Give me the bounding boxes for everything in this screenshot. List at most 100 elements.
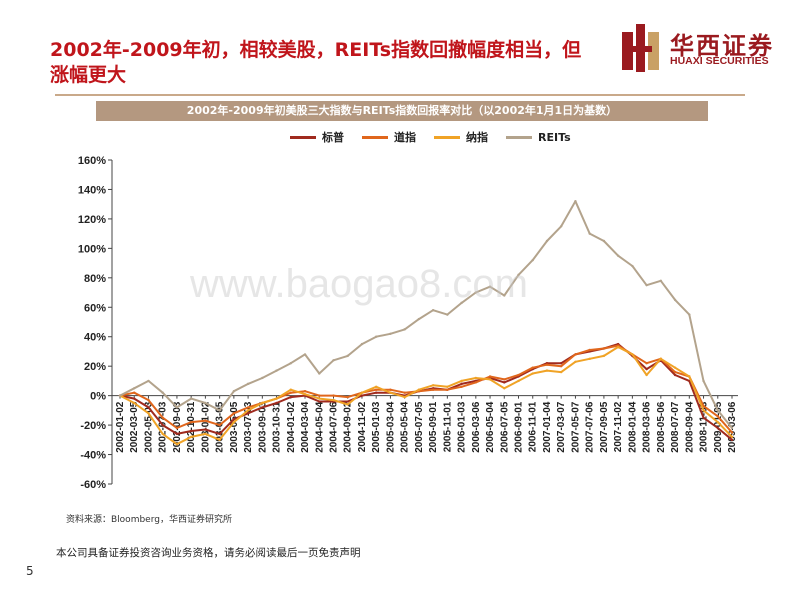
x-tick-label: 2003-09-03: [257, 401, 268, 453]
data-point: [389, 332, 392, 335]
data-point: [531, 372, 534, 375]
data-point: [417, 317, 421, 321]
data-point: [161, 416, 164, 419]
data-point: [645, 367, 648, 371]
legend-label-reits: REITs: [538, 130, 571, 144]
y-tick-label: 140%: [78, 184, 106, 196]
data-point: [275, 369, 278, 372]
data-point: [332, 359, 335, 362]
legend-label-nasdaq: 纳指: [466, 131, 488, 144]
data-point: [574, 200, 577, 203]
data-point: [659, 357, 663, 361]
data-point: [303, 392, 307, 396]
x-tick-label: 2005-11-01: [442, 401, 453, 452]
data-point: [346, 395, 349, 399]
series-2: [118, 345, 734, 446]
y-tick-label: 40%: [84, 332, 106, 344]
data-point: [431, 384, 435, 387]
data-point: [716, 426, 719, 430]
data-point: [730, 435, 734, 439]
x-tick-label: 2003-05-05: [229, 401, 240, 453]
title-rule: [55, 94, 745, 96]
data-point: [474, 381, 478, 384]
data-point: [446, 385, 449, 388]
x-tick-label: 2008-11-03: [699, 401, 710, 452]
data-point: [175, 406, 179, 409]
legend-item-sp500: 标普: [290, 129, 344, 145]
data-point: [261, 401, 264, 405]
legend-label-sp500: 标普: [322, 131, 344, 144]
data-point: [688, 375, 691, 378]
x-tick-label: 2003-10-31: [272, 401, 283, 453]
y-tick-label: -60%: [80, 479, 106, 491]
data-point: [204, 401, 207, 405]
data-point: [673, 373, 677, 377]
y-tick-label: 100%: [78, 243, 106, 255]
x-tick-label: 2002-10-31: [186, 401, 197, 453]
x-tick-label: 2004-03-04: [300, 401, 311, 453]
series-line: [119, 346, 733, 446]
data-point: [133, 397, 136, 400]
data-point: [503, 381, 506, 384]
data-point: [261, 406, 264, 409]
data-point: [702, 379, 705, 383]
data-point: [716, 409, 719, 412]
data-point: [232, 412, 236, 415]
data-point: [189, 435, 193, 439]
x-tick-label: 2006-05-04: [485, 401, 496, 453]
data-point: [133, 401, 136, 405]
x-tick-label: 2008-03-06: [642, 401, 653, 453]
data-point: [389, 388, 392, 391]
x-tick-label: 2004-11-02: [357, 401, 368, 452]
data-point: [232, 418, 236, 421]
x-tick-label: 2004-07-06: [328, 401, 339, 453]
x-tick-label: 2003-01-02: [200, 401, 211, 453]
data-point: [545, 363, 549, 366]
x-tick-label: 2002-05-03: [143, 401, 154, 453]
legend-item-reits: REITs: [506, 131, 571, 144]
data-point: [673, 366, 677, 369]
x-tick-label: 2004-09-02: [343, 401, 354, 453]
data-point: [218, 438, 221, 442]
data-point: [673, 298, 677, 302]
data-point: [147, 398, 150, 402]
data-point: [118, 394, 122, 397]
data-point: [488, 285, 492, 288]
data-point: [246, 409, 250, 412]
data-point: [332, 398, 335, 402]
data-point: [474, 376, 478, 380]
data-point: [730, 438, 734, 442]
data-point: [204, 428, 207, 431]
y-tick-label: 120%: [78, 214, 106, 226]
data-point: [374, 388, 378, 391]
data-point: [659, 279, 663, 282]
data-point: [460, 301, 463, 305]
logo-text-cn: 华西证券: [670, 32, 774, 60]
data-point: [716, 415, 719, 418]
data-point: [332, 394, 335, 397]
data-point: [417, 388, 421, 391]
data-point: [318, 372, 321, 375]
data-point: [616, 254, 620, 257]
data-point: [275, 401, 278, 405]
x-tick-label: 2005-07-05: [414, 401, 425, 453]
data-point: [374, 391, 378, 394]
data-point: [175, 432, 179, 436]
data-point: [616, 345, 620, 349]
data-point: [346, 354, 349, 358]
x-tick-label: 2008-01-04: [627, 401, 638, 453]
logo-text-en: HUAXI SECURITIES: [670, 55, 769, 67]
data-point: [431, 388, 435, 391]
legend-swatch-nasdaq: [434, 135, 460, 139]
data-point: [374, 335, 378, 338]
data-point: [560, 364, 563, 368]
legend-item-nasdaq: 纳指: [434, 129, 488, 145]
data-point: [688, 313, 691, 316]
chart-title: 2002年-2009年初美股三大指数与REITs指数回报率对比（以2002年1月…: [96, 101, 708, 121]
legend-item-dow: 道指: [362, 129, 416, 145]
data-point: [303, 390, 307, 393]
legend-label-dow: 道指: [394, 131, 416, 144]
data-point: [545, 369, 549, 372]
data-point: [574, 353, 577, 356]
